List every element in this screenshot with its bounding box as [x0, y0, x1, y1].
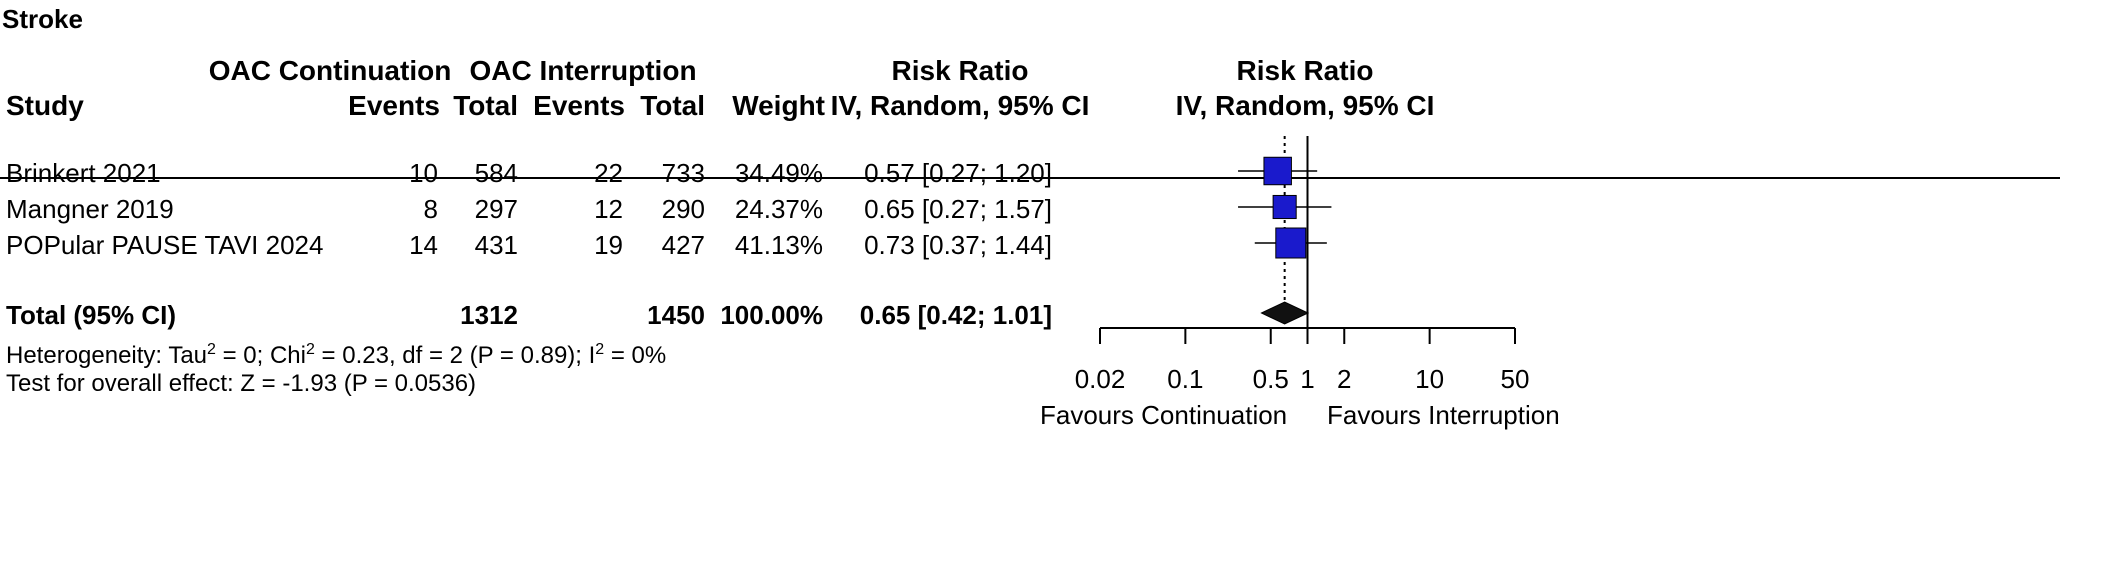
- events1-cell: 14: [409, 230, 438, 260]
- x-tick-label: 0.1: [1167, 364, 1203, 394]
- plot-sub: IV, Random, 95% CI: [1175, 90, 1435, 121]
- events1-cell: 10: [409, 158, 438, 188]
- weight-cell: 34.49%: [734, 158, 823, 188]
- total2-cell: 290: [661, 194, 705, 224]
- pooled-rr: 0.65 [0.42; 1.01]: [859, 300, 1052, 330]
- events2-cell: 22: [594, 158, 623, 188]
- events1-header: Events: [348, 90, 440, 121]
- overall-effect-text: Test for overall effect: Z = -1.93 (P = …: [6, 370, 477, 397]
- events1-cell: 8: [423, 194, 438, 224]
- header-divider: [0, 177, 2060, 179]
- x-tick-label: 2: [1337, 364, 1351, 394]
- plot-title: Risk Ratio: [1236, 55, 1374, 86]
- pooled-diamond: [1260, 301, 1310, 325]
- total2-cell: 427: [661, 230, 705, 260]
- weight-cell: 41.13%: [734, 230, 823, 260]
- total1-cell: 584: [474, 158, 518, 188]
- x-tick-label: 50: [1501, 364, 1530, 394]
- study-box: [1275, 227, 1307, 259]
- study-name: POPular PAUSE TAVI 2024: [6, 230, 324, 260]
- rr-cell: 0.57 [0.27; 1.20]: [864, 158, 1052, 188]
- favours-left-label: Favours Continuation: [1040, 400, 1288, 430]
- rr-col-title: Risk Ratio: [891, 55, 1029, 86]
- total1-header: Total: [453, 90, 518, 121]
- study-name: Mangner 2019: [6, 194, 174, 224]
- rr-col-sub: IV, Random, 95% CI: [830, 90, 1090, 121]
- study-box: [1272, 194, 1297, 220]
- weight-header: Weight: [732, 90, 825, 121]
- events2-cell: 12: [594, 194, 623, 224]
- panel-title: Stroke: [2, 4, 83, 34]
- total-label: Total (95% CI): [6, 300, 176, 330]
- x-tick-label: 1: [1300, 364, 1314, 394]
- total2-cell: 733: [661, 158, 705, 188]
- weight-cell: 24.37%: [734, 194, 823, 224]
- study-name: Brinkert 2021: [6, 158, 161, 188]
- rr-cell: 0.65 [0.27; 1.57]: [864, 194, 1052, 224]
- study-header: Study: [6, 90, 84, 121]
- total1-cell: 431: [474, 230, 518, 260]
- total1-cell: 297: [474, 194, 518, 224]
- study-box: [1263, 156, 1292, 186]
- rr-cell: 0.73 [0.37; 1.44]: [864, 230, 1052, 260]
- heterogeneity-text: Heterogeneity: Tau2 = 0; Chi2 = 0.23, df…: [6, 341, 667, 369]
- x-tick-label: 0.02: [1075, 364, 1126, 394]
- group1-header: OAC Continuation: [208, 55, 452, 86]
- group2-header: OAC Interruption: [469, 55, 697, 86]
- total2-header: Total: [640, 90, 705, 121]
- favours-right-label: Favours Interruption: [1327, 400, 1560, 430]
- events2-header: Events: [533, 90, 625, 121]
- x-tick-label: 10: [1415, 364, 1444, 394]
- total-weight: 100.00%: [720, 300, 823, 330]
- events2-cell: 19: [594, 230, 623, 260]
- total1-sum: 1312: [460, 300, 518, 330]
- x-tick-label: 0.5: [1253, 364, 1289, 394]
- total2-sum: 1450: [647, 300, 705, 330]
